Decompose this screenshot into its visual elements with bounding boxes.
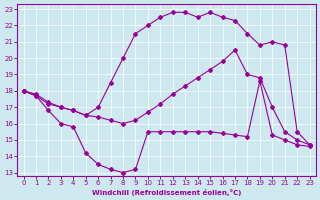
X-axis label: Windchill (Refroidissement éolien,°C): Windchill (Refroidissement éolien,°C) <box>92 189 241 196</box>
